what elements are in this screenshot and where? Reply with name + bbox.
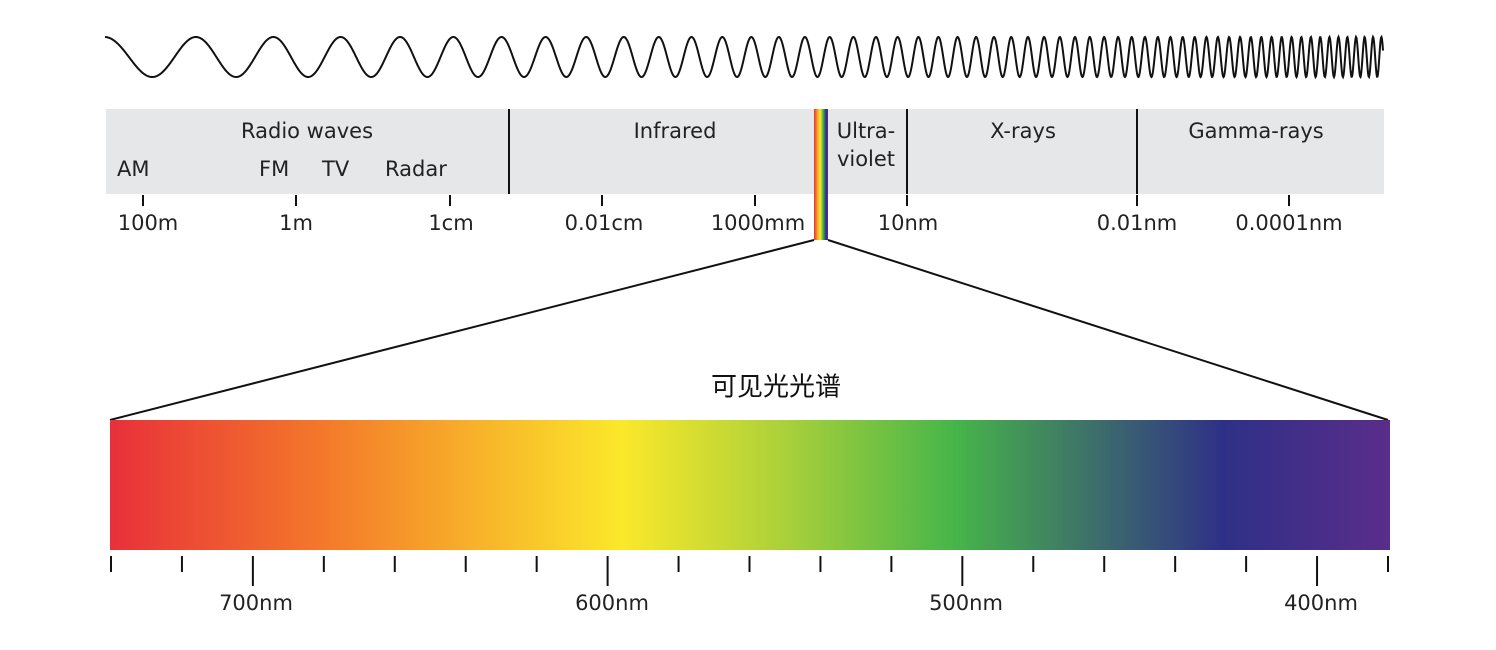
band-background — [106, 109, 1384, 194]
scale-label: 1000mm — [711, 211, 805, 235]
scale-label: 0.01nm — [1097, 211, 1178, 235]
scale-label: 0.01cm — [565, 211, 644, 235]
wave — [104, 34, 1384, 80]
sub-label: Radar — [385, 157, 447, 181]
sub-label: AM — [117, 157, 149, 181]
scale-label: 1m — [279, 211, 313, 235]
scale-label: 1cm — [428, 211, 473, 235]
scale-label: 100m — [118, 211, 179, 235]
visible-tick-label: 500nm — [929, 591, 1003, 615]
visible-tick-label: 400nm — [1284, 591, 1358, 615]
scale-label: 0.0001nm — [1235, 211, 1342, 235]
visible-spectrum — [110, 420, 1390, 550]
zoom-lines — [109, 239, 1389, 421]
scale-label: 10nm — [878, 211, 939, 235]
band-label: Infrared — [634, 119, 717, 143]
band-label: violet — [837, 147, 895, 171]
visible-tick-label: 700nm — [219, 591, 293, 615]
visible-tick-label: 600nm — [575, 591, 649, 615]
band-label: Ultra- — [837, 119, 896, 143]
sub-label: FM — [259, 157, 289, 181]
band-dividers — [508, 109, 1138, 194]
visible-title: 可见光光谱 — [711, 373, 841, 403]
band-label: Gamma-rays — [1188, 119, 1323, 143]
sub-label: TV — [321, 157, 350, 181]
band-label: X-rays — [990, 119, 1056, 143]
visible-strip — [814, 109, 828, 240]
band-label: Radio waves — [241, 119, 373, 143]
